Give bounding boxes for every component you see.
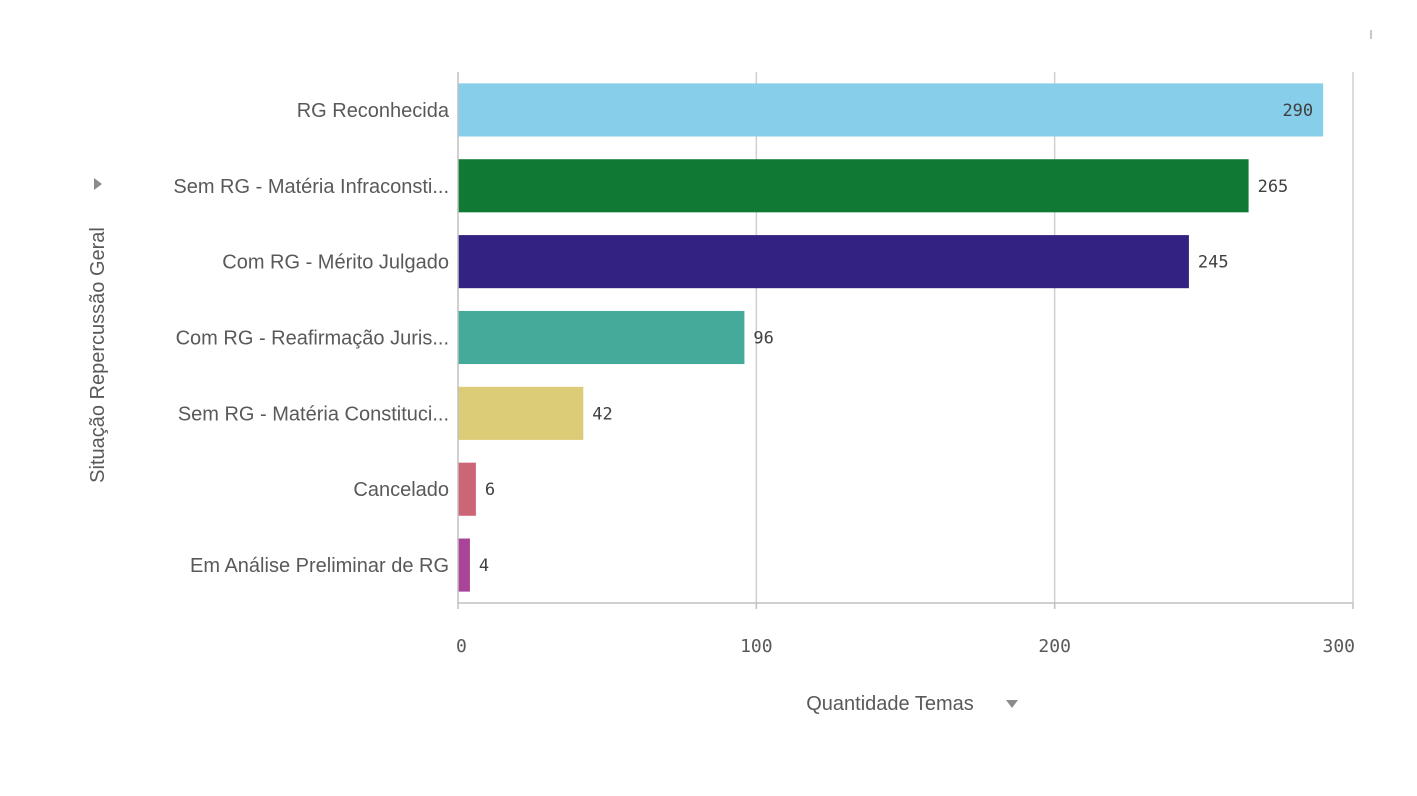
bar[interactable] [458,235,1189,289]
category-label[interactable]: Em Análise Preliminar de RG [190,555,449,577]
sort-down-icon[interactable] [1006,700,1018,708]
bar[interactable] [458,310,745,365]
value-label: 265 [1258,177,1289,197]
value-label: 42 [592,404,612,424]
value-label: 6 [485,480,495,500]
grid-lines [755,72,1354,603]
value-label: 290 [1282,101,1313,121]
bar[interactable] [458,159,1249,213]
axes [457,72,1353,604]
category-label[interactable]: Sem RG - Matéria Infraconsti... [173,176,449,198]
value-labels: 290 265 245 96 42 6 4 [479,101,1313,576]
selection-marker [1370,30,1372,39]
x-tick-labels: 0 100 200 300 [456,603,1355,657]
value-label: 4 [479,556,489,576]
category-labels: RG Reconhecida Sem RG - Matéria Infracons… [173,100,450,577]
x-tick-label: 100 [740,636,773,657]
x-tick-label: 200 [1038,636,1071,657]
x-tick-label: 0 [456,636,467,657]
x-tick-label: 300 [1322,636,1355,657]
bar[interactable] [458,462,476,516]
bar[interactable] [458,386,584,440]
category-label[interactable]: Cancelado [353,479,449,501]
value-label: 245 [1198,253,1229,273]
bars [458,83,1324,592]
bar[interactable] [458,83,1324,137]
y-axis-title[interactable]: Situação Repercussão Geral [87,227,109,483]
expand-right-icon[interactable] [94,178,102,190]
category-label[interactable]: Sem RG - Matéria Constituci... [178,403,449,425]
category-label[interactable]: RG Reconhecida [297,100,450,122]
category-label[interactable]: Com RG - Mérito Julgado [222,252,449,274]
bar[interactable] [458,538,470,592]
category-label[interactable]: Com RG - Reafirmação Juris... [176,328,449,350]
x-axis-title[interactable]: Quantidade Temas [806,693,974,715]
value-label: 96 [753,329,773,349]
